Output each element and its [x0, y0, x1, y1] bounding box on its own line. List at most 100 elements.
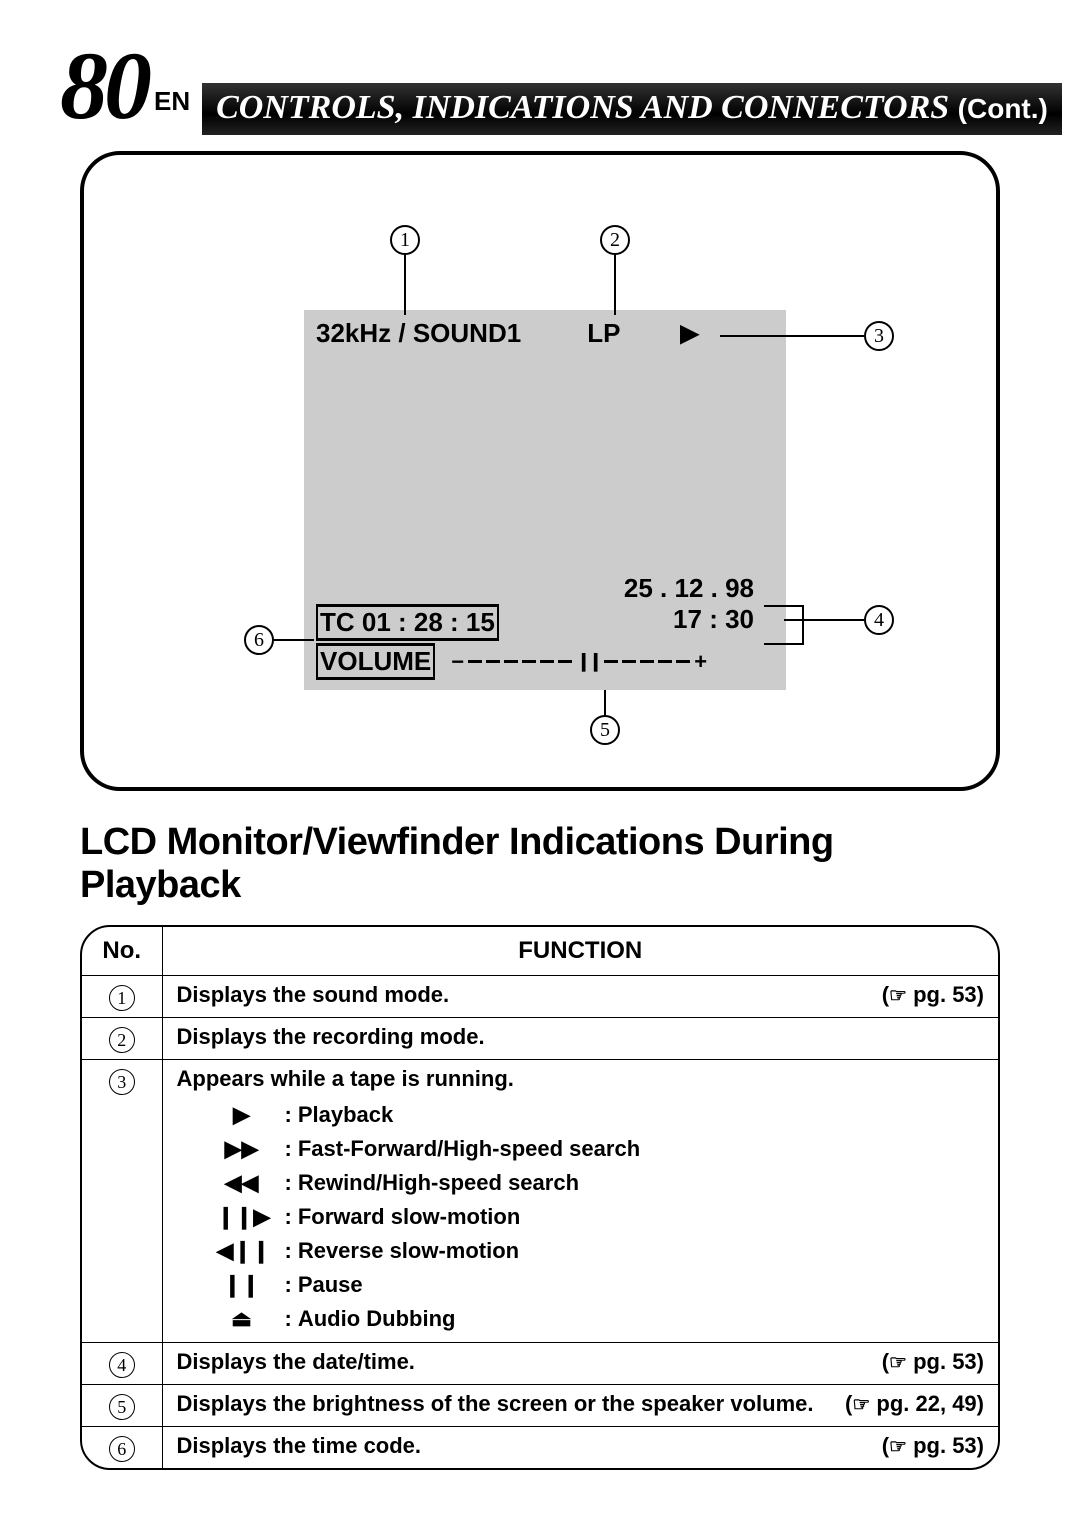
- function-cell: Displays the sound mode. (☞ pg. 53): [162, 976, 998, 1018]
- playback-icon: ❙❙: [217, 1272, 267, 1298]
- page-reference: (☞ pg. 53): [882, 1349, 984, 1375]
- volume-tick: [604, 660, 618, 663]
- leader-line: [614, 255, 616, 315]
- function-table: No. FUNCTION 1Displays the sound mode.(☞…: [80, 925, 1000, 1470]
- language-label: EN: [154, 86, 190, 117]
- leader-line: [802, 605, 804, 645]
- minus-icon: −: [451, 649, 464, 675]
- lcd-screen: 32kHz / SOUND1 LP ▶ 25 . 12 . 98 TC 01 :…: [304, 310, 786, 690]
- circled-number: 6: [109, 1436, 135, 1462]
- volume-tick: [504, 660, 518, 663]
- playback-symbol-item: ▶▶ :Fast-Forward/High-speed search: [177, 1132, 985, 1166]
- function-row-line: Displays the date/time. (☞ pg. 53): [177, 1349, 985, 1375]
- table-row: 1 Displays the sound mode. (☞ pg. 53): [82, 976, 998, 1018]
- circled-number: 2: [109, 1027, 135, 1053]
- function-cell: Displays the brightness of the screen or…: [162, 1385, 998, 1427]
- function-row-line: Appears while a tape is running.: [177, 1066, 985, 1092]
- time-text: 17 : 30: [673, 604, 774, 641]
- table-row: 6 Displays the time code. (☞ pg. 53): [82, 1427, 998, 1469]
- playback-symbol-item: ❙❙:Pause: [177, 1268, 985, 1302]
- playback-icon: ▶▶: [217, 1136, 267, 1162]
- leader-line: [274, 639, 314, 641]
- row-number-cell: 4: [82, 1343, 162, 1385]
- playback-symbol-item: ❙❙▶:Forward slow-motion: [177, 1200, 985, 1234]
- row-number-cell: 5: [82, 1385, 162, 1427]
- callout-num: 4: [874, 609, 884, 631]
- callout-circle-2: 2: [600, 225, 630, 255]
- playback-symbol-item: ▶:Playback: [177, 1098, 985, 1132]
- leader-line: [404, 255, 406, 315]
- function-row-line: Displays the sound mode. (☞ pg. 53): [177, 982, 985, 1008]
- callout-circle-5: 5: [590, 715, 620, 745]
- heading-text: CONTROLS, INDICATIONS AND CONNECTORS: [216, 89, 949, 126]
- function-row-line: Displays the brightness of the screen or…: [177, 1391, 985, 1417]
- playback-icon: ◀◀: [217, 1170, 267, 1196]
- playback-symbol-list: ▶:Playback ▶▶ :Fast-Forward/High-speed sea…: [177, 1098, 985, 1336]
- recording-mode-text: LP: [587, 318, 620, 349]
- timecode-text: TC 01 : 28 : 15: [316, 604, 499, 641]
- tc-time-row: TC 01 : 28 : 15 17 : 30: [316, 604, 774, 641]
- pointer-icon: ☞: [889, 1352, 907, 1374]
- lcd-bottom-block: 25 . 12 . 98 TC 01 : 28 : 15 17 : 30 VOL…: [316, 573, 774, 680]
- playback-symbol-item: ⏏:Audio Dubbing: [177, 1302, 985, 1336]
- function-cell: Displays the time code. (☞ pg. 53): [162, 1427, 998, 1469]
- playback-icon: ⏏: [217, 1306, 267, 1332]
- circled-number: 3: [109, 1069, 135, 1095]
- playback-icon: ▶: [217, 1102, 267, 1128]
- pointer-icon: ☞: [889, 1436, 907, 1458]
- pointer-icon: ☞: [852, 1394, 870, 1416]
- section-title: LCD Monitor/Viewfinder Indications Durin…: [80, 821, 1000, 907]
- volume-tick: [622, 660, 636, 663]
- function-text: Displays the brightness of the screen or…: [177, 1391, 814, 1417]
- playback-label: :Fast-Forward/High-speed search: [285, 1136, 641, 1162]
- row-number-cell: 1: [82, 976, 162, 1018]
- function-cell: Displays the date/time. (☞ pg. 53): [162, 1343, 998, 1385]
- table-header-no: No.: [82, 927, 162, 976]
- page-reference: (☞ pg. 53): [882, 982, 984, 1008]
- playback-label: :Reverse slow-motion: [285, 1238, 520, 1264]
- leader-line: [764, 605, 804, 607]
- leader-line: [720, 335, 864, 337]
- lcd-diagram-frame: 32kHz / SOUND1 LP ▶ 25 . 12 . 98 TC 01 :…: [80, 151, 1000, 791]
- manual-page: 80 EN CONTROLS, INDICATIONS AND CONNECTO…: [0, 0, 1080, 1500]
- row-number-cell: 6: [82, 1427, 162, 1469]
- function-row-line: Displays the recording mode.: [177, 1024, 985, 1050]
- function-text: Displays the time code.: [177, 1433, 422, 1459]
- row-number-cell: 2: [82, 1018, 162, 1060]
- function-text: Appears while a tape is running.: [177, 1066, 514, 1092]
- table-row: 3 Appears while a tape is running. ▶:Playb…: [82, 1060, 998, 1343]
- volume-tick: [558, 660, 572, 663]
- volume-row: VOLUME − ❙❙: [316, 643, 774, 680]
- page-reference: (☞ pg. 53): [882, 1433, 984, 1459]
- leader-line: [784, 619, 864, 621]
- volume-tick: [640, 660, 654, 663]
- callout-circle-4: 4: [864, 605, 894, 635]
- function-text: Displays the date/time.: [177, 1349, 415, 1375]
- volume-tick: [676, 660, 690, 663]
- callout-circle-1: 1: [390, 225, 420, 255]
- leader-line: [604, 690, 606, 716]
- circled-number: 4: [109, 1352, 135, 1378]
- lcd-top-row: 32kHz / SOUND1 LP ▶: [316, 318, 774, 349]
- playback-label: :Rewind/High-speed search: [285, 1170, 580, 1196]
- playback-symbol-item: ◀◀ :Rewind/High-speed search: [177, 1166, 985, 1200]
- table-row: 4 Displays the date/time. (☞ pg. 53): [82, 1343, 998, 1385]
- playback-icon: ◀❙❙: [217, 1238, 267, 1264]
- callout-num: 6: [254, 629, 264, 651]
- playback-symbol-item: ◀❙❙ :Reverse slow-motion: [177, 1234, 985, 1268]
- callout-circle-3: 3: [864, 321, 894, 351]
- playback-icon: ❙❙▶: [217, 1204, 267, 1230]
- date-text: 25 . 12 . 98: [316, 573, 774, 604]
- leader-line: [764, 643, 804, 645]
- circled-number: 5: [109, 1394, 135, 1420]
- callout-num: 1: [400, 229, 410, 251]
- function-row-line: Displays the time code. (☞ pg. 53): [177, 1433, 985, 1459]
- table-row: 2 Displays the recording mode.: [82, 1018, 998, 1060]
- page-number: 80: [60, 30, 148, 141]
- function-text: Displays the sound mode.: [177, 982, 450, 1008]
- circled-number: 1: [109, 985, 135, 1011]
- volume-tick: [486, 660, 500, 663]
- volume-bar: − ❙❙ +: [451, 649, 707, 675]
- function-cell: Displays the recording mode.: [162, 1018, 998, 1060]
- function-cell: Appears while a tape is running. ▶:Playba…: [162, 1060, 998, 1343]
